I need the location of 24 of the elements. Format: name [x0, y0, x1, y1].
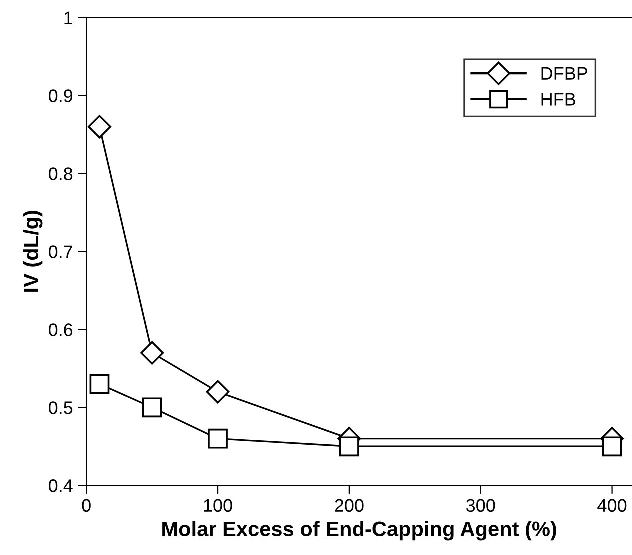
- legend-label: DFBP: [542, 67, 588, 80]
- y-tick-label: 0.6: [49, 324, 73, 336]
- y-tick-label: 1: [64, 12, 73, 24]
- y-tick-label: 0.8: [49, 168, 73, 180]
- point: [88, 115, 112, 139]
- legend-label: HFB: [542, 93, 576, 106]
- point: [142, 398, 162, 418]
- point: [602, 436, 622, 457]
- point: [90, 374, 110, 394]
- y-tick-label: 0.4: [49, 480, 73, 492]
- x-tick-label: 100: [204, 499, 232, 512]
- point: [340, 436, 360, 457]
- point: [206, 380, 230, 404]
- x-tick-label: 200: [335, 499, 364, 512]
- x-tick-label: 300: [466, 499, 496, 512]
- point: [140, 341, 164, 365]
- x-tick-label: 0: [82, 499, 91, 512]
- x-axis-title: Molar Excess of End-Capping Agent (%): [162, 521, 556, 541]
- point: [208, 428, 228, 449]
- x-tick-label: 400: [598, 499, 627, 512]
- y-tick-label: 0.5: [49, 402, 73, 414]
- y-tick-label: 0.9: [49, 90, 73, 102]
- y-tick-label: 0.7: [49, 246, 72, 258]
- y-axis-title: IV (dL/g): [23, 211, 43, 292]
